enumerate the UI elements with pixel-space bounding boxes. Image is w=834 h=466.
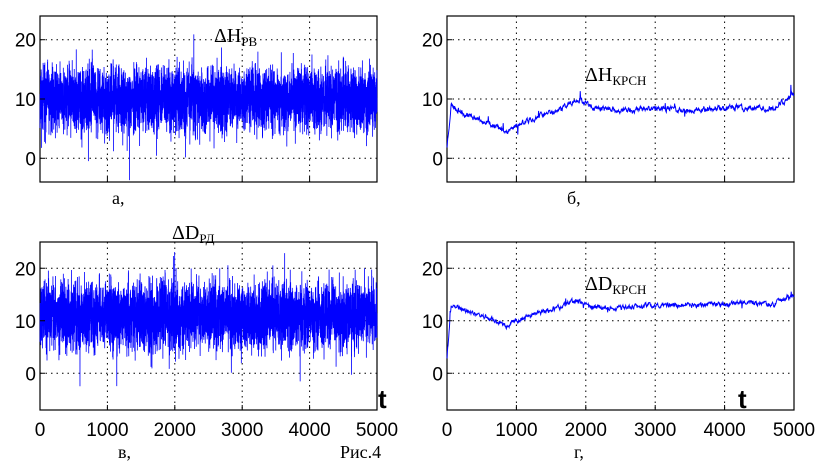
plot-area xyxy=(446,241,795,411)
x-tick-label: 2000 xyxy=(565,420,607,441)
t-axis-marker: t xyxy=(738,384,747,414)
y-tick-label: 20 xyxy=(422,31,443,52)
plot-area xyxy=(446,15,795,183)
signal-trace xyxy=(446,291,795,359)
y-tick-labels: 0 10 20 xyxy=(422,259,452,385)
figure-caption: Рис.4 xyxy=(340,442,381,462)
x-tick-label: 4000 xyxy=(703,420,745,441)
x-tick-label: 1000 xyxy=(86,420,128,441)
panel-caption: б, xyxy=(567,188,581,208)
y-tick-label: 0 xyxy=(432,149,443,170)
x-tick-label: 0 xyxy=(442,420,453,441)
y-tick-label: 10 xyxy=(15,312,36,333)
series-annotation: ΔDКРСН xyxy=(585,273,646,297)
y-tick-labels: 0 10 20 xyxy=(15,259,45,385)
y-tick-labels: 0 10 20 xyxy=(422,31,452,170)
panel-b-delta-h-krsn: 0 10 20 ΔHКРСН б, xyxy=(422,15,795,208)
y-tick-label: 0 xyxy=(432,364,443,385)
y-tick-label: 20 xyxy=(422,259,443,280)
y-tick-label: 20 xyxy=(15,31,36,52)
signal-trace xyxy=(39,251,378,387)
panel-a-delta-h-rv: 0 10 20 ΔHРВ а, xyxy=(15,15,378,208)
x-tick-label: 1000 xyxy=(495,420,537,441)
x-tick-label: 5000 xyxy=(356,420,398,441)
x-tick-label: 4000 xyxy=(288,420,330,441)
series-annotation: ΔDРД xyxy=(172,222,215,246)
panel-caption: г, xyxy=(574,442,584,462)
x-tick-labels: 0 1000 2000 3000 4000 5000 xyxy=(442,405,815,441)
y-tick-label: 10 xyxy=(422,90,443,111)
y-tick-labels: 0 10 20 xyxy=(15,31,45,170)
y-tick-label: 10 xyxy=(15,90,36,111)
signal-trace xyxy=(446,84,795,148)
x-tick-label: 5000 xyxy=(773,420,815,441)
x-tick-labels xyxy=(446,177,795,182)
y-tick-label: 10 xyxy=(422,312,443,333)
x-tick-label: 3000 xyxy=(634,420,676,441)
x-tick-label: 2000 xyxy=(154,420,196,441)
grid xyxy=(447,16,794,182)
y-tick-label: 0 xyxy=(25,364,36,385)
y-tick-label: 0 xyxy=(25,149,36,170)
series-annotation: ΔHРВ xyxy=(214,25,258,49)
panel-caption: а, xyxy=(112,188,125,208)
x-tick-labels: 0 1000 2000 3000 4000 5000 xyxy=(35,405,398,441)
panel-d-delta-d-krsn: 0 10 20 0 1000 2000 3000 4000 5000 ΔDКРСН t г, xyxy=(422,241,815,462)
grid xyxy=(447,242,794,410)
t-axis-marker: t xyxy=(378,384,387,414)
panel-caption: в, xyxy=(118,442,131,462)
series-annotation: ΔHКРСН xyxy=(585,64,646,88)
signal-trace xyxy=(39,34,378,181)
y-tick-label: 20 xyxy=(15,259,36,280)
x-tick-label: 0 xyxy=(35,420,46,441)
x-tick-labels xyxy=(39,177,378,182)
x-tick-label: 3000 xyxy=(221,420,263,441)
panel-c-delta-d-rd: 0 10 20 0 1000 2000 3000 4000 5000 ΔDРД t в, xyxy=(15,222,398,462)
